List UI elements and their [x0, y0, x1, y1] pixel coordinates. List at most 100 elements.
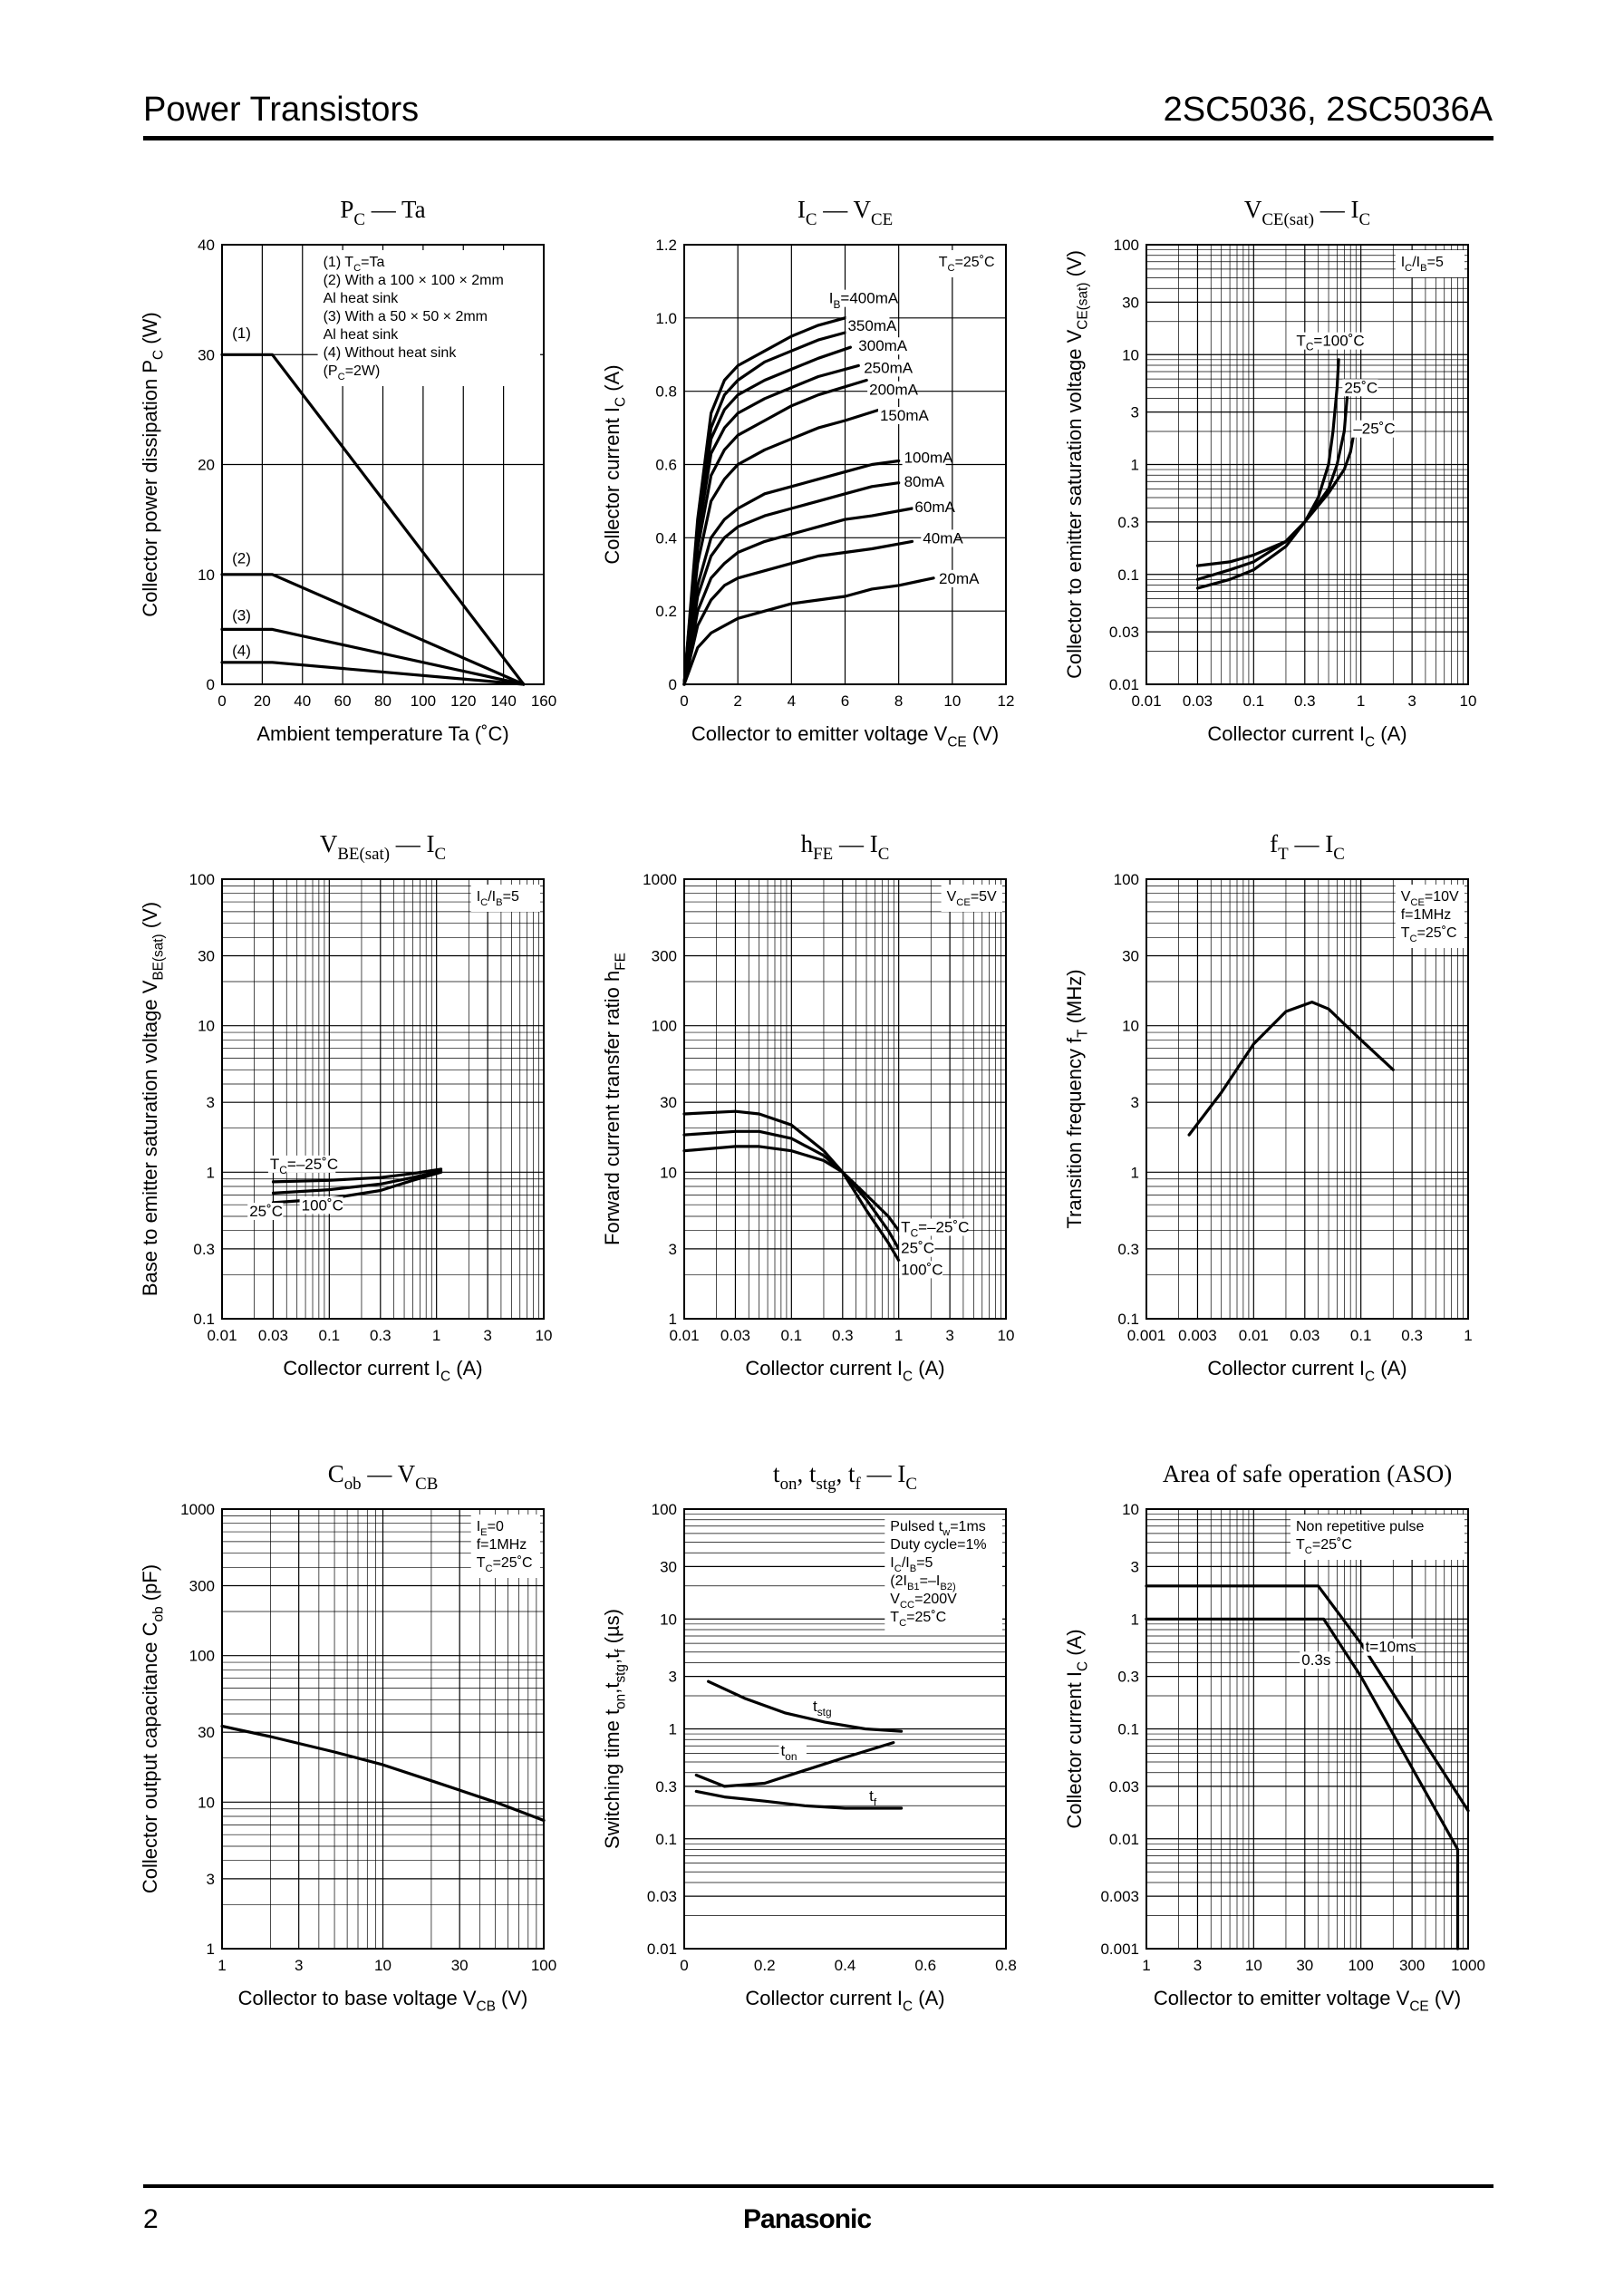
- curve-label-bg: [267, 1155, 336, 1173]
- x-axis-label: Ambient temperature Ta (˚C): [256, 722, 508, 745]
- series-line--3-: [220, 627, 526, 686]
- curve-label-bg: [867, 1787, 887, 1805]
- x-tick-label: 0.01: [1239, 1327, 1269, 1344]
- curve-label: 250mA: [864, 359, 914, 376]
- legend-box: [941, 885, 1002, 912]
- legend-box: [933, 250, 1002, 277]
- series-line-100-c: [682, 1109, 901, 1263]
- series-line-250ma: [682, 363, 860, 686]
- y-tick-label: 30: [198, 948, 215, 965]
- y-tick-label: 100: [1114, 871, 1139, 888]
- curve-label-bg: [1363, 1638, 1416, 1656]
- x-tick-label: 40: [294, 692, 311, 710]
- series-line-200ma: [682, 378, 868, 686]
- legend-entry: TC​=25˚C: [890, 1610, 946, 1629]
- series-line--1-: [220, 353, 526, 686]
- y-tick-label: 0.1: [1117, 1311, 1139, 1328]
- curve-label: –25˚C: [1353, 421, 1395, 438]
- curve-label-bg: [230, 606, 258, 624]
- y-axis-label: Base to emitter saturation voltage VBE(s…: [139, 902, 167, 1296]
- chart-grid-lines: [1146, 1508, 1469, 1950]
- y-tick-label: 0.4: [655, 529, 677, 547]
- x-tick-label: 0.3: [832, 1327, 854, 1344]
- legend-entry: (1) TC​=Ta: [324, 255, 385, 274]
- curve-label-bg: [299, 1196, 343, 1215]
- y-tick-label: 0: [207, 676, 215, 693]
- y-tick-label: 1.0: [655, 310, 677, 327]
- x-axis-label: Collector current IC​ (A): [1207, 722, 1406, 750]
- y-tick-label: 10: [660, 1164, 677, 1181]
- plot-frame: [1146, 878, 1469, 1320]
- brand-logo: Panasonic: [743, 2204, 872, 2234]
- x-tick-label: 0.3: [370, 1327, 392, 1344]
- y-tick-label: 3: [1131, 404, 1139, 421]
- series-line-60ma: [682, 507, 914, 686]
- chart-grid-lines: [221, 1508, 545, 1950]
- x-tick-label: 1: [218, 1957, 226, 1974]
- y-tick-label: 1: [1131, 1611, 1139, 1628]
- chart-title: PC​ — Ta: [340, 196, 425, 229]
- legend-box: [470, 885, 540, 912]
- legend-entry: IC​/IB​=5: [890, 1555, 933, 1574]
- series-line--25-c: [1195, 434, 1355, 590]
- legend-entry: Duty cycle=1%: [890, 1537, 986, 1553]
- x-tick-label: 0.003: [1178, 1327, 1217, 1344]
- series-line-t-c-25-c: [682, 1145, 901, 1233]
- y-tick-label: 100: [189, 871, 215, 888]
- chart-title: IC​ — VCE​: [798, 196, 893, 229]
- curve-label-bg: [867, 381, 912, 399]
- x-tick-label: 1: [894, 1327, 903, 1344]
- chart-grid-lines: [683, 878, 1007, 1320]
- y-tick-label: 100: [652, 1501, 677, 1518]
- x-tick-label: 60: [334, 692, 352, 710]
- x-tick-label: 140: [490, 692, 516, 710]
- y-tick-label: 30: [198, 346, 215, 363]
- x-tick-label: 0.1: [781, 1327, 803, 1344]
- curve-label-bg: [899, 1218, 967, 1236]
- curve-label: 100˚C: [302, 1196, 343, 1214]
- y-tick-label: 0.03: [1109, 1778, 1139, 1796]
- x-tick-label: 0.8: [995, 1957, 1017, 1974]
- y-tick-label: 0.1: [1117, 1721, 1139, 1738]
- y-tick-label: 10: [198, 1794, 215, 1811]
- series-line-25-c: [682, 1129, 901, 1251]
- curve-label: 100mA: [904, 449, 954, 466]
- curve-label-bg: [230, 324, 258, 343]
- curve-label: tstg​: [813, 1698, 832, 1718]
- x-tick-label: 0.03: [258, 1327, 288, 1344]
- legend-entry: IC​/IB​=5: [1401, 255, 1444, 274]
- curve-label: t=10ms: [1366, 1639, 1416, 1656]
- x-tick-label: 10: [536, 1327, 553, 1344]
- y-axis-label: Switching time ton​,tstg​,tf​ (µs): [601, 1609, 629, 1849]
- legend-entry: (2) With a 100 × 100 × 2mm: [324, 273, 504, 288]
- y-axis-label: Collector current IC​ (A): [601, 364, 629, 564]
- chart-switching-ic: 0 0.2 0.4 0.6 0.8 0.01 0.03 0.1 0.3 1 3 10 30 100 ton​…: [601, 1460, 1017, 2015]
- legend-box: [1290, 1515, 1464, 1560]
- y-axis-label: Collector output capacitance Cob​ (pF): [139, 1564, 167, 1893]
- x-tick-label: 10: [943, 692, 961, 710]
- chart-hfe-ic: 0.01 0.03 0.1 0.3 1 3 10 1 3 10 30 100 300 1000 hFE​ —…: [601, 830, 1014, 1385]
- legend-entry: Non repetitive pulse: [1296, 1519, 1425, 1534]
- x-tick-label: 1000: [1451, 1957, 1485, 1974]
- curve-label-bg: [913, 498, 949, 517]
- curve-label: 40mA: [923, 529, 963, 547]
- series-line-c-ob: [220, 1724, 546, 1823]
- header-rule: [143, 136, 1494, 140]
- x-tick-label: 160: [531, 692, 556, 710]
- y-tick-label: 0.1: [1117, 566, 1139, 584]
- y-tick-label: 0.01: [1109, 1831, 1139, 1848]
- y-tick-label: 30: [1122, 294, 1139, 311]
- y-tick-label: 30: [1122, 948, 1139, 965]
- y-tick-label: 1: [1131, 1164, 1139, 1181]
- chart-pc-ta: 0 20 40 60 80 100 120 140 160 0 10 20 30 40 PC​ — Ta Am…: [139, 196, 556, 745]
- curve-label-bg: [877, 407, 922, 424]
- x-tick-label: 1: [432, 1327, 440, 1344]
- y-tick-label: 1: [1131, 457, 1139, 474]
- y-tick-label: 1000: [180, 1501, 215, 1518]
- x-tick-label: 0.03: [1183, 692, 1213, 710]
- series-line-150ma: [682, 408, 882, 686]
- curve-label-bg: [937, 569, 973, 587]
- x-tick-label: 1: [1464, 1327, 1472, 1344]
- legend-entry: Pulsed tw​=1ms: [890, 1519, 985, 1538]
